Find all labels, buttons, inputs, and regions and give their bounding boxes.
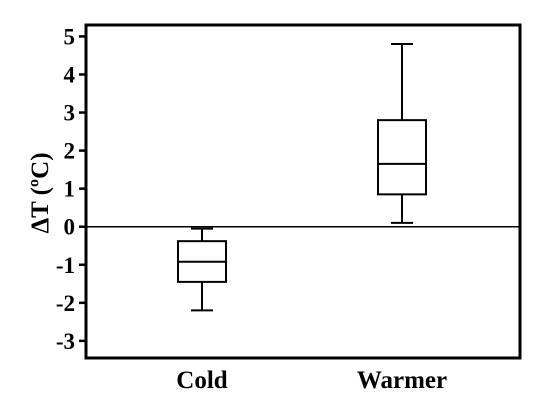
y-tick-label: 0	[64, 215, 76, 240]
y-tick-label: -1	[56, 253, 75, 278]
y-tick-label: 1	[64, 177, 76, 202]
warmer-box	[377, 119, 427, 196]
y-tick-label: 4	[64, 62, 76, 87]
x-category-label: Warmer	[357, 367, 447, 394]
x-category-label: Cold	[176, 367, 228, 394]
y-tick-label: 2	[64, 139, 76, 164]
y-tick-label: -2	[56, 291, 75, 316]
y-tick-label: -3	[56, 329, 75, 354]
y-tick-label: 3	[64, 101, 76, 126]
plot-frame	[84, 23, 522, 360]
y-axis-title: ΔT (ºC)	[27, 152, 54, 233]
plot-area: -3 -2 -1 0 1 2 3 4 5 Cold Warmer	[56, 23, 522, 394]
y-tick-label: 5	[64, 24, 76, 49]
